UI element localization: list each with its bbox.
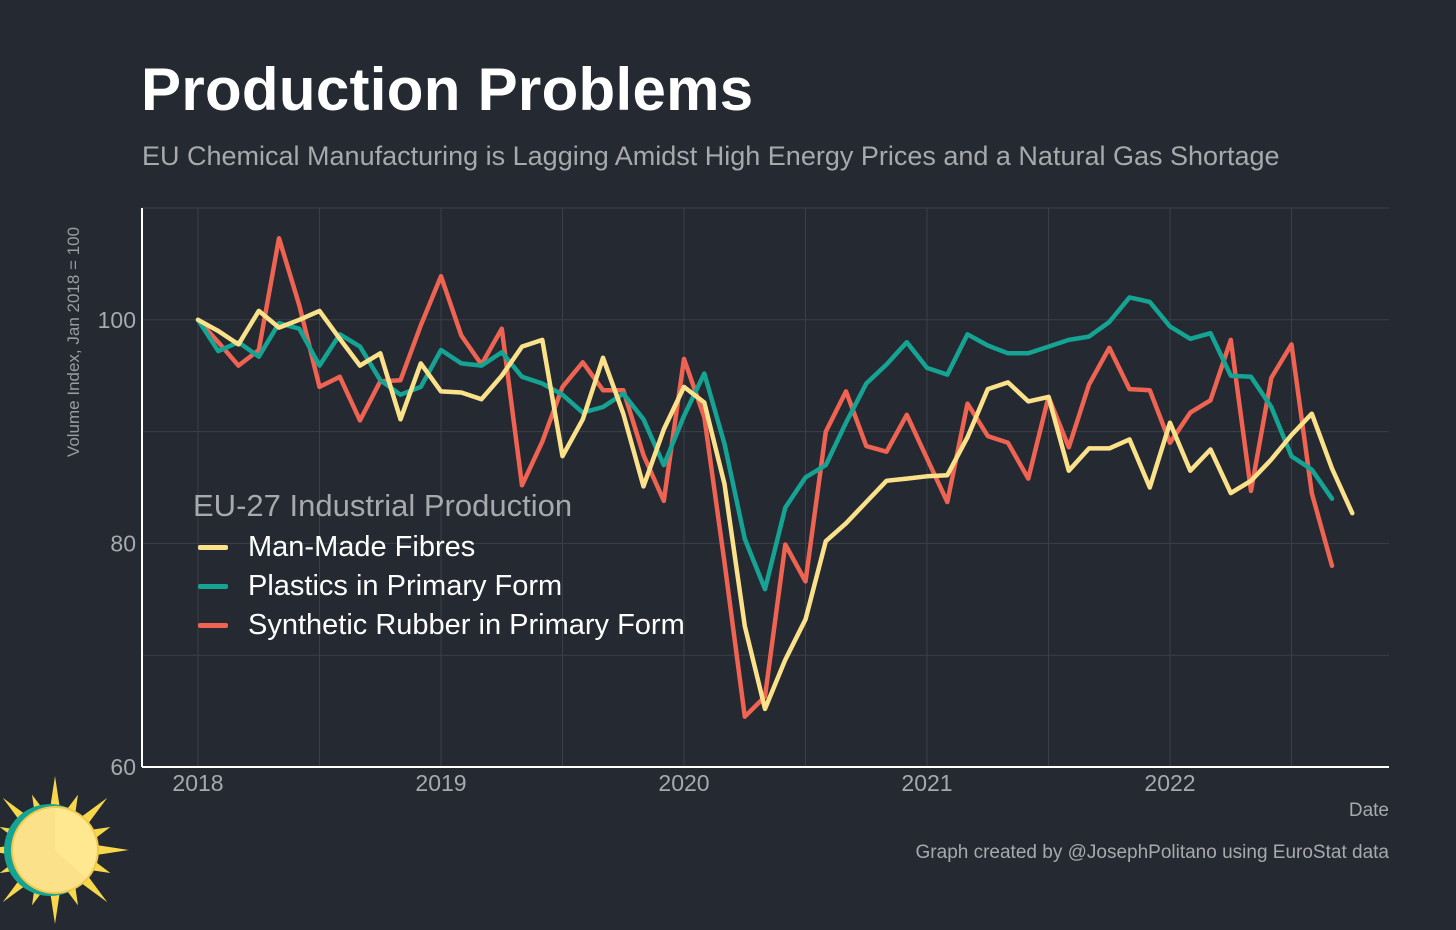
- legend-swatch: [198, 545, 228, 550]
- sun-ray: [79, 874, 108, 903]
- legend-title: EU-27 Industrial Production: [193, 488, 573, 523]
- legend-swatch: [198, 584, 228, 589]
- y-tick-label: 80: [110, 530, 136, 556]
- x-tick-label: 2021: [901, 770, 952, 796]
- axes: [141, 208, 1389, 768]
- source-caption: Graph created by @JosephPolitano using E…: [915, 842, 1389, 863]
- legend-item: Plastics in Primary Form: [193, 567, 685, 606]
- y-tick-label: 100: [98, 307, 136, 333]
- chart-title: Production Problems: [141, 56, 754, 123]
- series-line-plastics-in-primary-form: [195, 295, 1335, 592]
- legend-item: Man-Made Fibres: [193, 528, 685, 567]
- x-tick-label: 2018: [172, 770, 223, 796]
- legend-item: Synthetic Rubber in Primary Form: [193, 606, 685, 645]
- sun-ray: [94, 844, 129, 856]
- sun-logo-icon: [0, 776, 129, 924]
- x-tick-label: 2020: [658, 770, 709, 796]
- legend-label: Synthetic Rubber in Primary Form: [248, 609, 685, 641]
- tick-labels: 60 80 100 2018 2019 2020 2021 2022: [98, 307, 1196, 796]
- legend-label: Plastics in Primary Form: [248, 570, 563, 602]
- x-axis-label: Date: [1348, 800, 1389, 821]
- series-lines: [195, 235, 1355, 719]
- grid-lines: [142, 207, 1389, 768]
- x-tick-label: 2019: [415, 770, 466, 796]
- x-tick-label: 2022: [1144, 770, 1195, 796]
- series-line-man-made-fibres: [195, 308, 1355, 712]
- legend-label: Man-Made Fibres: [248, 531, 476, 563]
- legend: EU-27 Industrial Production Man-Made Fib…: [193, 488, 685, 645]
- sun-ray: [79, 797, 108, 826]
- y-tick-label: 60: [110, 754, 136, 780]
- sun-ray: [49, 889, 61, 924]
- legend-swatch: [198, 623, 228, 628]
- chart-subtitle: EU Chemical Manufacturing is Lagging Ami…: [142, 141, 1280, 171]
- sun-ray: [49, 776, 61, 811]
